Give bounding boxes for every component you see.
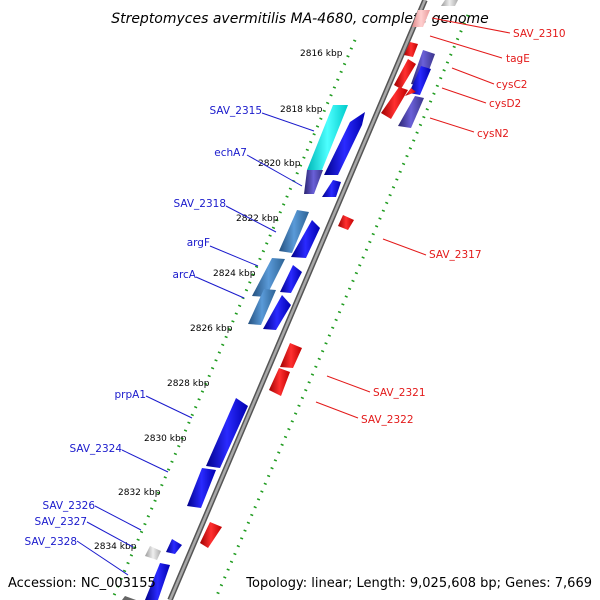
label-sav-2318[interactable]: SAV_2318 [173,198,226,210]
gene-echa7-top[interactable] [304,170,323,194]
ruler-tick-label: 2820 kbp [258,159,301,169]
right-gene-labels: SAV_2310 tagE cysC2 cysD2 cysN2 SAV_2317… [315,17,566,426]
label-argf[interactable]: argF [187,237,210,249]
gene-forward-arrow[interactable] [324,112,365,175]
ruler-tick-label: 2822 kbp [236,214,279,224]
gene-sav-2324[interactable] [187,468,216,508]
label-tage[interactable]: tagE [506,53,530,65]
label-sav-2310[interactable]: SAV_2310 [513,28,566,40]
label-sav-2322[interactable]: SAV_2322 [361,414,414,426]
ruler-tick-label: 2818 kbp [280,105,323,115]
left-dotted-track [110,39,357,600]
gene-sav-2322[interactable] [269,368,290,396]
label-sav-2317[interactable]: SAV_2317 [429,249,482,261]
label-cysd2[interactable]: cysD2 [489,98,521,110]
ruler-tick-label: 2816 kbp [300,49,343,59]
ruler-tick-label: 2826 kbp [190,324,233,334]
gene-sav-2317[interactable] [338,215,354,230]
right-dotted-track [213,14,470,600]
label-sav-2326[interactable]: SAV_2326 [42,500,95,512]
label-sav-2321[interactable]: SAV_2321 [373,387,426,399]
label-cysn2[interactable]: cysN2 [477,128,509,140]
gene-reverse-arrow[interactable] [200,522,222,548]
ruler-ticks: 2816 kbp 2818 kbp 2820 kbp 2822 kbp 2824… [94,49,343,552]
label-cysc2[interactable]: cysC2 [496,79,527,91]
gene-tage[interactable] [404,42,418,57]
gene-cysd2[interactable] [409,66,431,95]
label-echa7[interactable]: echA7 [214,147,247,159]
gene-sav-2318[interactable] [279,210,309,253]
gene-forward-arrow[interactable] [280,265,302,293]
label-sav-2327[interactable]: SAV_2327 [34,516,87,528]
label-sav-2328[interactable]: SAV_2328 [24,536,77,548]
ruler-tick-label: 2830 kbp [144,434,187,444]
gene-features [122,0,458,600]
left-gene-labels: SAV_2315 echA7 SAV_2318 argF arcA prpA1 … [24,105,315,576]
gene-sav-2327[interactable] [145,546,161,560]
ruler-tick-label: 2834 kbp [94,542,137,552]
gene-prpa1[interactable] [206,398,248,468]
ruler-tick-label: 2828 kbp [167,379,210,389]
accession-text: Accession: NC_003155 [8,576,156,591]
gene-argf[interactable] [252,258,285,297]
label-sav-2324[interactable]: SAV_2324 [69,443,122,455]
gene-cysn2[interactable] [398,96,424,128]
gene-sav-2321[interactable] [280,343,302,368]
map-title: Streptomyces avermitilis MA-4680, comple… [111,11,489,27]
ruler-tick-label: 2824 kbp [213,269,256,279]
label-prpa1[interactable]: prpA1 [114,389,146,401]
gene-forward-arrow[interactable] [291,220,320,258]
gene-reverse-arrow[interactable] [394,59,416,89]
gene-sav-2310[interactable] [412,10,430,27]
gene-sav-2328[interactable] [145,563,170,600]
label-sav-2315[interactable]: SAV_2315 [209,105,262,117]
gene-sav-2326[interactable] [166,539,182,554]
gene-forward-arrow[interactable] [322,180,341,197]
ruler-tick-label: 2832 kbp [118,488,161,498]
gene-arca[interactable] [248,289,276,325]
gene-sav-2315[interactable] [307,105,348,170]
topology-text: Topology: linear; Length: 9,025,608 bp; … [245,576,592,591]
gene-reverse-arrow[interactable] [381,87,408,119]
gene-forward-arrow[interactable] [263,295,291,330]
label-arca[interactable]: arcA [173,269,197,281]
